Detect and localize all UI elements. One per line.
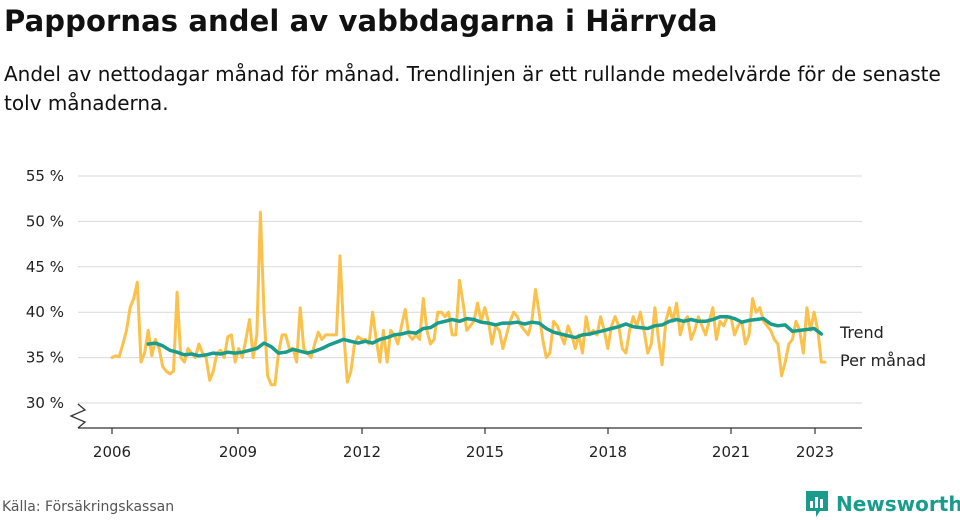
grid-lines xyxy=(78,175,862,404)
series-line-per-month xyxy=(110,210,827,387)
y-tick-label: 35 % xyxy=(26,349,64,367)
newsworthy-logo-icon xyxy=(806,491,828,517)
y-tick-label: 40 % xyxy=(26,303,64,321)
y-tick-label: 30 % xyxy=(26,394,64,412)
x-tick-label: 2023 xyxy=(796,443,834,461)
x-tick-label: 2021 xyxy=(712,443,750,461)
x-tick-label: 2015 xyxy=(466,443,504,461)
series-label-per-month: Per månad xyxy=(840,351,926,370)
axis-break-symbol xyxy=(69,403,87,429)
x-tick-label: 2009 xyxy=(219,443,257,461)
brand-logo[interactable]: Newsworthy xyxy=(804,488,960,520)
y-axis-ticks: 30 % 35 % 40 % 45 % 50 % 55 % xyxy=(26,167,64,412)
x-tick-label: 2012 xyxy=(343,443,381,461)
series-label-trend: Trend xyxy=(839,323,884,342)
y-tick-label: 50 % xyxy=(26,212,64,230)
source-note: Källa: Försäkringskassan xyxy=(2,499,175,515)
y-tick-label: 45 % xyxy=(26,258,64,276)
brand-name: Newsworthy xyxy=(836,492,960,516)
x-tick-label: 2006 xyxy=(93,443,131,461)
series-per-month xyxy=(110,210,827,387)
chart-subtitle: Andel av nettodagar månad för månad. Tre… xyxy=(4,62,941,115)
line-chart: 30 % 35 % 40 % 45 % 50 % 55 % 2006 2009 2012 201… xyxy=(26,167,926,461)
x-tick-label: 2018 xyxy=(589,443,627,461)
y-tick-label: 55 % xyxy=(26,167,64,185)
chart-title: Pappornas andel av vabbdagarna i Härryda xyxy=(4,4,718,38)
x-axis-ticks: 2006 2009 2012 2015 2018 2021 2023 xyxy=(93,428,834,461)
series-trend xyxy=(146,314,824,358)
series-line-trend xyxy=(146,314,824,358)
